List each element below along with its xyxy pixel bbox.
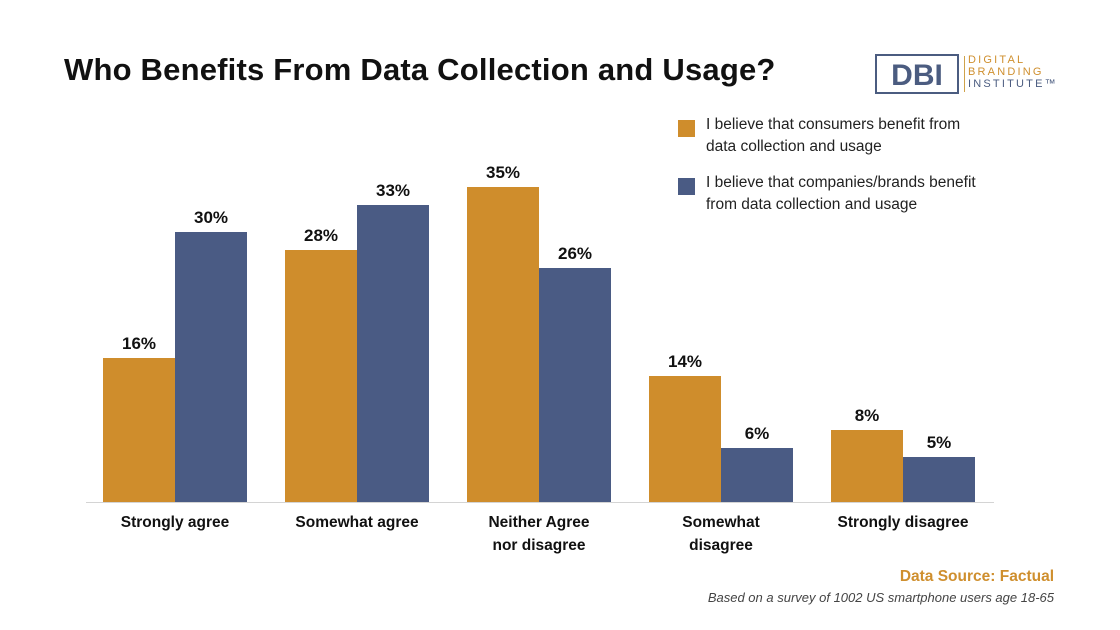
legend-label-companies-line2: from data collection and usage <box>706 196 918 213</box>
data-label-companies-strongly-agree: 30% <box>194 208 228 227</box>
logo-word-branding: BRANDING <box>968 66 1044 78</box>
data-label-consumers-somewhat-agree: 28% <box>304 226 338 245</box>
bar-consumers-somewhat-disagree <box>649 376 721 502</box>
data-label-companies-neither-agree-nor-disagree: 26% <box>558 244 592 263</box>
data-label-companies-somewhat-agree: 33% <box>376 181 410 200</box>
category-label-neither-agree-nor-disagree: Neither Agree nor disagree <box>488 514 590 554</box>
data-label-companies-strongly-disagree: 5% <box>927 433 952 452</box>
legend-label-companies-line1: I believe that companies/brands benefit <box>706 174 976 191</box>
logo-word-digital: DIGITAL <box>968 54 1026 66</box>
bar-companies-neither-agree-nor-disagree <box>539 268 611 502</box>
bar-consumers-neither-agree-nor-disagree <box>467 187 539 502</box>
data-label-consumers-strongly-disagree: 8% <box>855 406 880 425</box>
data-label-companies-somewhat-disagree: 6% <box>745 424 770 443</box>
bar-companies-somewhat-disagree <box>721 448 793 502</box>
bar-consumers-strongly-disagree <box>831 430 903 502</box>
bar-companies-strongly-disagree <box>903 457 975 502</box>
data-source: Data Source: Factual <box>899 568 1054 585</box>
category-label-strongly-agree: Strongly agree <box>120 514 230 531</box>
data-label-consumers-strongly-agree: 16% <box>122 334 156 353</box>
legend-swatch-consumers <box>678 120 695 137</box>
chart-legend: I believe that consumers benefit from da… <box>678 114 1058 230</box>
data-label-consumers-somewhat-disagree: 14% <box>668 352 702 371</box>
dbi-logo-mark: DBI <box>875 54 959 94</box>
dbi-logo: DBI DIGITAL BRANDING INSTITUTE™ <box>875 52 1058 96</box>
bar-companies-somewhat-agree <box>357 205 429 502</box>
category-label-strongly-disagree: Strongly disagree <box>837 514 969 531</box>
legend-item-consumers: I believe that consumers benefit from da… <box>678 114 1058 158</box>
legend-label-consumers-line1: I believe that consumers benefit from <box>706 116 961 133</box>
logo-separator <box>964 56 965 92</box>
legend-item-companies: I believe that companies/brands benefit … <box>678 172 1058 216</box>
bar-consumers-somewhat-agree <box>285 250 357 502</box>
survey-footnote: Based on a survey of 1002 US smartphone … <box>707 590 1054 605</box>
bar-consumers-strongly-agree <box>103 358 175 502</box>
logo-word-institute: INSTITUTE™ <box>968 78 1058 90</box>
dbi-logo-letters: DBI <box>891 59 943 92</box>
legend-label-consumers-line2: data collection and usage <box>706 138 882 155</box>
category-label-somewhat-agree: Somewhat agree <box>295 514 419 531</box>
data-label-consumers-neither-agree-nor-disagree: 35% <box>486 163 520 182</box>
chart-title: Who Benefits From Data Collection and Us… <box>64 52 776 87</box>
legend-swatch-companies <box>678 178 695 195</box>
category-label-somewhat-disagree: Somewhat disagree <box>682 514 760 554</box>
bar-companies-strongly-agree <box>175 232 247 502</box>
logo-wordmark: DIGITAL BRANDING INSTITUTE™ <box>968 54 1058 90</box>
